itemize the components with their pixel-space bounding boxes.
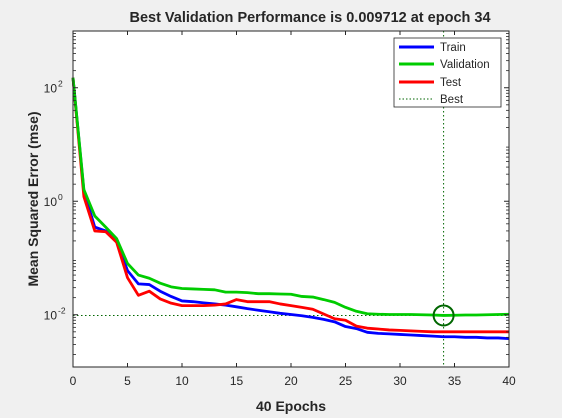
series-line-train xyxy=(71,77,510,340)
legend: Train Validation Test Best xyxy=(393,37,502,108)
x-tick-label: 0 xyxy=(70,374,77,388)
legend-label-train: Train xyxy=(440,42,466,54)
best-point-marker xyxy=(432,304,455,327)
legend-label-best: Best xyxy=(440,94,464,106)
x-tick-label: 35 xyxy=(448,374,462,388)
y-tick-label-base: 10 xyxy=(44,309,58,323)
x-axis-label: 40 Epochs xyxy=(256,398,326,414)
legend-box xyxy=(393,37,502,108)
x-tick-label: 40 xyxy=(502,374,516,388)
legend-label-test: Test xyxy=(440,77,462,89)
series-line-validation xyxy=(71,77,510,317)
x-tick-label: 30 xyxy=(393,374,407,388)
series-line-test xyxy=(71,77,509,334)
x-tick-label: 25 xyxy=(339,374,353,388)
x-tick-label: 20 xyxy=(284,374,298,388)
legend-label-validation: Validation xyxy=(440,59,490,71)
x-tick-label: 15 xyxy=(230,374,244,388)
y-tick-label-base: 10 xyxy=(44,195,58,209)
x-tick-label: 10 xyxy=(175,374,189,388)
y-tick-label-exponent: 2 xyxy=(58,79,63,89)
y-axis-label: Mean Squared Error (mse) xyxy=(25,111,41,286)
plot-content xyxy=(71,31,510,367)
x-tick-label: 5 xyxy=(124,374,131,388)
y-tick-label-base: 10 xyxy=(44,82,58,96)
y-tick-label-exponent: 0 xyxy=(58,192,63,202)
y-tick-label-exponent: -2 xyxy=(58,306,66,316)
chart-title: Best Validation Performance is 0.009712 … xyxy=(129,10,490,26)
